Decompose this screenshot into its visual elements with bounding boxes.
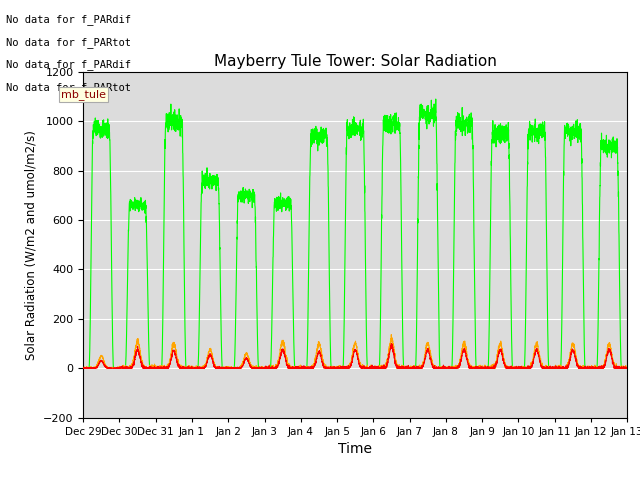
X-axis label: Time: Time (338, 442, 372, 456)
Title: Mayberry Tule Tower: Solar Radiation: Mayberry Tule Tower: Solar Radiation (214, 54, 497, 70)
Text: No data for f_PARtot: No data for f_PARtot (6, 37, 131, 48)
Text: mb_tule: mb_tule (61, 89, 106, 100)
Text: No data for f_PARdif: No data for f_PARdif (6, 60, 131, 71)
Text: No data for f_PARdif: No data for f_PARdif (6, 14, 131, 25)
Y-axis label: Solar Radiation (W/m2 and umol/m2/s): Solar Radiation (W/m2 and umol/m2/s) (24, 130, 37, 360)
Text: No data for f_PARtot: No data for f_PARtot (6, 82, 131, 93)
Legend: PAR Water, PAR Tule, PAR In: PAR Water, PAR Tule, PAR In (184, 479, 526, 480)
